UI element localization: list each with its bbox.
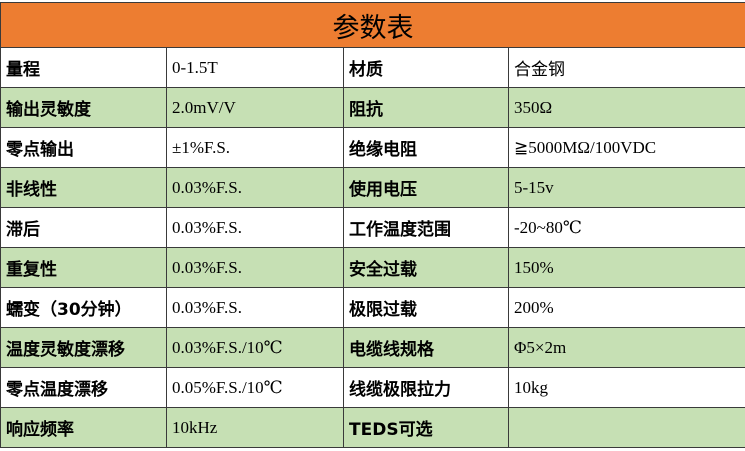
param-label: 材质 [343,47,509,88]
param-label: 零点输出 [0,127,167,168]
table-row: 输出灵敏度 2.0mV/V 阻抗 350Ω [0,87,745,128]
param-label: 绝缘电阻 [343,127,509,168]
table-header-row: 参数表 [0,2,745,48]
param-label: 线缆极限拉力 [343,367,509,408]
param-label: TEDS可选 [343,407,509,448]
param-value: 5-15v [508,167,745,208]
param-label: 安全过载 [343,247,509,288]
param-value: Φ5×2m [508,327,745,368]
param-label: 阻抗 [343,87,509,128]
param-value: 0.03%F.S. [166,287,344,328]
table-row: 蠕变（30分钟） 0.03%F.S. 极限过载 200% [0,287,745,328]
param-value: -20~80℃ [508,207,745,248]
param-label: 输出灵敏度 [0,87,167,128]
param-label: 电缆线规格 [343,327,509,368]
table-row: 重复性 0.03%F.S. 安全过载 150% [0,247,745,288]
param-value: 350Ω [508,87,745,128]
table-row: 零点输出 ±1%F.S. 绝缘电阻 ≧5000MΩ/100VDC [0,127,745,168]
param-label: 量程 [0,47,167,88]
param-value: 0.03%F.S. [166,167,344,208]
param-value: 0.03%F.S./10℃ [166,327,344,368]
param-value: 0.03%F.S. [166,207,344,248]
param-label: 使用电压 [343,167,509,208]
param-value: 150% [508,247,745,288]
param-label: 滞后 [0,207,167,248]
table-row: 响应频率 10kHz TEDS可选 [0,407,745,448]
param-value: ≧5000MΩ/100VDC [508,127,745,168]
table-row: 零点温度漂移 0.05%F.S./10℃ 线缆极限拉力 10kg [0,367,745,408]
param-label: 蠕变（30分钟） [0,287,167,328]
param-label: 响应频率 [0,407,167,448]
param-label: 极限过载 [343,287,509,328]
table-row: 非线性 0.03%F.S. 使用电压 5-15v [0,167,745,208]
param-label: 非线性 [0,167,167,208]
param-value: 10kg [508,367,745,408]
param-value: 10kHz [166,407,344,448]
param-value: 200% [508,287,745,328]
param-label: 重复性 [0,247,167,288]
table-row: 量程 0-1.5T 材质 合金钢 [0,47,745,88]
param-value: 2.0mV/V [166,87,344,128]
param-value [508,407,745,448]
table-row: 滞后 0.03%F.S. 工作温度范围 -20~80℃ [0,207,745,248]
param-value: 0-1.5T [166,47,344,88]
table-title: 参数表 [0,2,745,48]
param-label: 零点温度漂移 [0,367,167,408]
param-value: 合金钢 [508,47,745,88]
param-value: 0.05%F.S./10℃ [166,367,344,408]
param-value: 0.03%F.S. [166,247,344,288]
table-row: 温度灵敏度漂移 0.03%F.S./10℃ 电缆线规格 Φ5×2m [0,327,745,368]
param-label: 工作温度范围 [343,207,509,248]
param-label: 温度灵敏度漂移 [0,327,167,368]
param-value: ±1%F.S. [166,127,344,168]
